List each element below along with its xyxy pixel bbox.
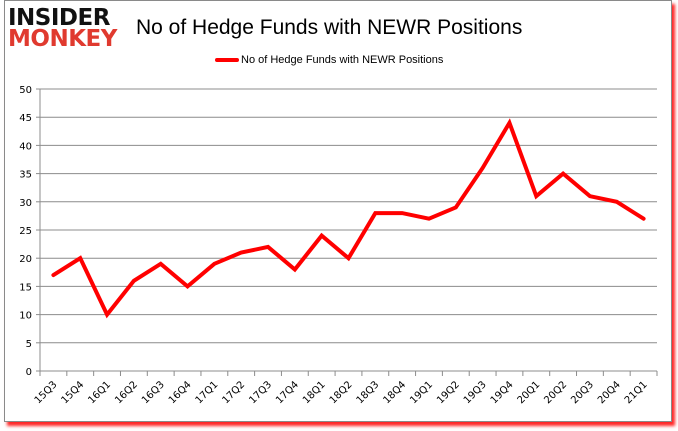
x-tick-label: 16Q1	[86, 379, 113, 406]
logo-line-2: MONKEY	[8, 25, 117, 52]
gridlines	[40, 88, 657, 372]
y-tick-label: 15	[19, 282, 32, 293]
x-tick-label: 16Q3	[140, 379, 167, 406]
legend-line-swatch-icon	[215, 58, 239, 62]
chart-frame	[4, 0, 672, 422]
y-axis: 0 5 10 15 20 25 30 35 40 45 50	[19, 85, 41, 378]
insider-monkey-logo: INSIDER MONKEY	[8, 5, 117, 52]
y-tick-label: 10	[19, 311, 32, 322]
x-tick-label: 19Q1	[408, 379, 435, 406]
y-tick-label: 20	[19, 254, 32, 265]
series-line	[51, 118, 646, 319]
y-tick-label: 50	[19, 85, 32, 96]
chart-title: No of Hedge Funds with NEWR Positions	[136, 16, 523, 39]
x-tick-label: 15Q3	[33, 379, 60, 406]
y-tick-label: 25	[19, 226, 32, 237]
x-tick-label: 18Q1	[301, 379, 328, 406]
x-tick-label: 17Q4	[274, 379, 301, 406]
y-tick-label: 40	[19, 141, 32, 152]
x-axis: 15Q3 15Q4 16Q1 16Q2 16Q3 16Q4 17Q1 17Q2 17Q3 17Q4…	[33, 370, 658, 406]
x-tick-label: 18Q3	[355, 379, 382, 406]
x-tick-label: 19Q4	[489, 379, 516, 406]
chart-legend: No of Hedge Funds with NEWR Positions	[215, 54, 443, 66]
x-tick-label: 18Q2	[328, 379, 355, 406]
x-tick-label: 17Q1	[194, 379, 221, 406]
x-tick-label: 17Q2	[220, 379, 247, 406]
x-tick-label: 20Q2	[542, 379, 569, 406]
x-tick-label: 19Q3	[462, 379, 489, 406]
y-tick-label: 5	[26, 339, 32, 350]
x-tick-label: 17Q3	[247, 379, 274, 406]
x-tick-label: 20Q3	[569, 379, 596, 406]
x-tick-label: 21Q1	[623, 379, 650, 406]
x-tick-label: 16Q2	[113, 379, 140, 406]
y-tick-label: 0	[26, 367, 32, 378]
x-tick-label: 16Q4	[167, 379, 194, 406]
x-tick-label: 20Q4	[596, 379, 623, 406]
y-tick-label: 45	[19, 113, 32, 124]
legend-label: No of Hedge Funds with NEWR Positions	[241, 54, 444, 66]
logo-line-1: INSIDER	[8, 5, 110, 31]
y-tick-label: 35	[19, 170, 32, 181]
x-tick-label: 19Q2	[435, 379, 462, 406]
y-tick-label: 30	[19, 198, 32, 209]
x-tick-label: 18Q4	[381, 379, 408, 406]
x-tick-label: 20Q1	[516, 379, 543, 406]
x-tick-label: 15Q4	[60, 379, 87, 406]
